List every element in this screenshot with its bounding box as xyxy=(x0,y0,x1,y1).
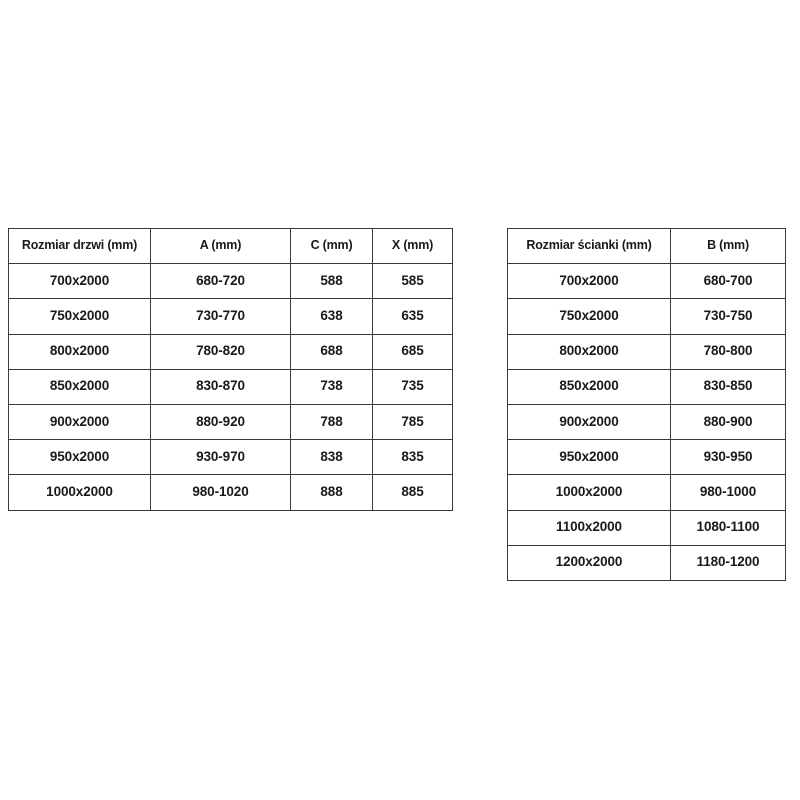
cell-wall-size: 950x2000 xyxy=(507,439,671,476)
cell-x: 835 xyxy=(372,439,453,476)
table-row: 700x2000 680-720 588 585 xyxy=(8,263,453,300)
column-header-door-size: Rozmiar drzwi (mm) xyxy=(8,227,151,265)
cell-x: 585 xyxy=(372,263,453,300)
cell-x: 885 xyxy=(372,474,453,511)
table-row: 700x2000 680-700 xyxy=(507,263,786,300)
door-table-header: Rozmiar drzwi (mm) A (mm) C (mm) X (mm) xyxy=(8,227,453,265)
cell-wall-size: 1200x2000 xyxy=(507,544,671,581)
column-header-a: A (mm) xyxy=(150,227,291,265)
cell-b: 1180-1200 xyxy=(670,544,786,581)
cell-door-size: 1000x2000 xyxy=(8,474,151,511)
cell-door-size: 900x2000 xyxy=(8,403,151,441)
table-row: 850x2000 830-850 xyxy=(507,368,786,405)
cell-c: 638 xyxy=(290,298,373,335)
column-header-wall-size: Rozmiar ścianki (mm) xyxy=(507,227,671,265)
table-header-row: Rozmiar ścianki (mm) B (mm) xyxy=(507,227,786,265)
table-row: 900x2000 880-920 788 785 xyxy=(8,403,453,441)
column-header-b: B (mm) xyxy=(670,227,786,265)
cell-wall-size: 1000x2000 xyxy=(507,474,671,511)
door-size-table: Rozmiar drzwi (mm) A (mm) C (mm) X (mm) … xyxy=(8,227,453,511)
cell-door-size: 850x2000 xyxy=(8,368,151,405)
table-row: 1000x2000 980-1000 xyxy=(507,474,786,511)
cell-b: 680-700 xyxy=(670,263,786,300)
cell-c: 888 xyxy=(290,474,373,511)
cell-a: 880-920 xyxy=(150,403,291,441)
table-row: 950x2000 930-950 xyxy=(507,439,786,476)
cell-wall-size: 700x2000 xyxy=(507,263,671,300)
cell-x: 685 xyxy=(372,333,453,370)
cell-door-size: 750x2000 xyxy=(8,298,151,335)
cell-wall-size: 850x2000 xyxy=(507,368,671,405)
cell-door-size: 800x2000 xyxy=(8,333,151,370)
table-row: 800x2000 780-800 xyxy=(507,333,786,370)
table-row: 750x2000 730-750 xyxy=(507,298,786,335)
cell-c: 838 xyxy=(290,439,373,476)
cell-wall-size: 900x2000 xyxy=(507,403,671,441)
cell-x: 635 xyxy=(372,298,453,335)
wall-table-body: 700x2000 680-700 750x2000 730-750 800x20… xyxy=(507,263,786,581)
cell-a: 780-820 xyxy=(150,333,291,370)
table-row: 1100x2000 1080-1100 xyxy=(507,509,786,546)
table-row: 1000x2000 980-1020 888 885 xyxy=(8,474,453,511)
cell-wall-size: 750x2000 xyxy=(507,298,671,335)
cell-b: 930-950 xyxy=(670,439,786,476)
cell-b: 1080-1100 xyxy=(670,509,786,546)
table-row: 800x2000 780-820 688 685 xyxy=(8,333,453,370)
cell-c: 738 xyxy=(290,368,373,405)
wall-table-header: Rozmiar ścianki (mm) B (mm) xyxy=(507,227,786,265)
cell-door-size: 700x2000 xyxy=(8,263,151,300)
cell-c: 688 xyxy=(290,333,373,370)
cell-x: 735 xyxy=(372,368,453,405)
table-row: 900x2000 880-900 xyxy=(507,403,786,441)
cell-b: 730-750 xyxy=(670,298,786,335)
table-row: 750x2000 730-770 638 635 xyxy=(8,298,453,335)
cell-a: 980-1020 xyxy=(150,474,291,511)
table-row: 850x2000 830-870 738 735 xyxy=(8,368,453,405)
cell-a: 680-720 xyxy=(150,263,291,300)
door-table-body: 700x2000 680-720 588 585 750x2000 730-77… xyxy=(8,263,453,511)
cell-wall-size: 800x2000 xyxy=(507,333,671,370)
cell-b: 780-800 xyxy=(670,333,786,370)
column-header-x: X (mm) xyxy=(372,227,453,265)
cell-b: 880-900 xyxy=(670,403,786,441)
cell-door-size: 950x2000 xyxy=(8,439,151,476)
cell-x: 785 xyxy=(372,403,453,441)
column-header-c: C (mm) xyxy=(290,227,373,265)
cell-a: 730-770 xyxy=(150,298,291,335)
cell-a: 830-870 xyxy=(150,368,291,405)
cell-c: 788 xyxy=(290,403,373,441)
cell-b: 830-850 xyxy=(670,368,786,405)
table-header-row: Rozmiar drzwi (mm) A (mm) C (mm) X (mm) xyxy=(8,227,453,265)
cell-b: 980-1000 xyxy=(670,474,786,511)
cell-c: 588 xyxy=(290,263,373,300)
cell-wall-size: 1100x2000 xyxy=(507,509,671,546)
cell-a: 930-970 xyxy=(150,439,291,476)
wall-panel-size-table: Rozmiar ścianki (mm) B (mm) 700x2000 680… xyxy=(507,227,786,581)
table-row: 1200x2000 1180-1200 xyxy=(507,544,786,581)
table-row: 950x2000 930-970 838 835 xyxy=(8,439,453,476)
